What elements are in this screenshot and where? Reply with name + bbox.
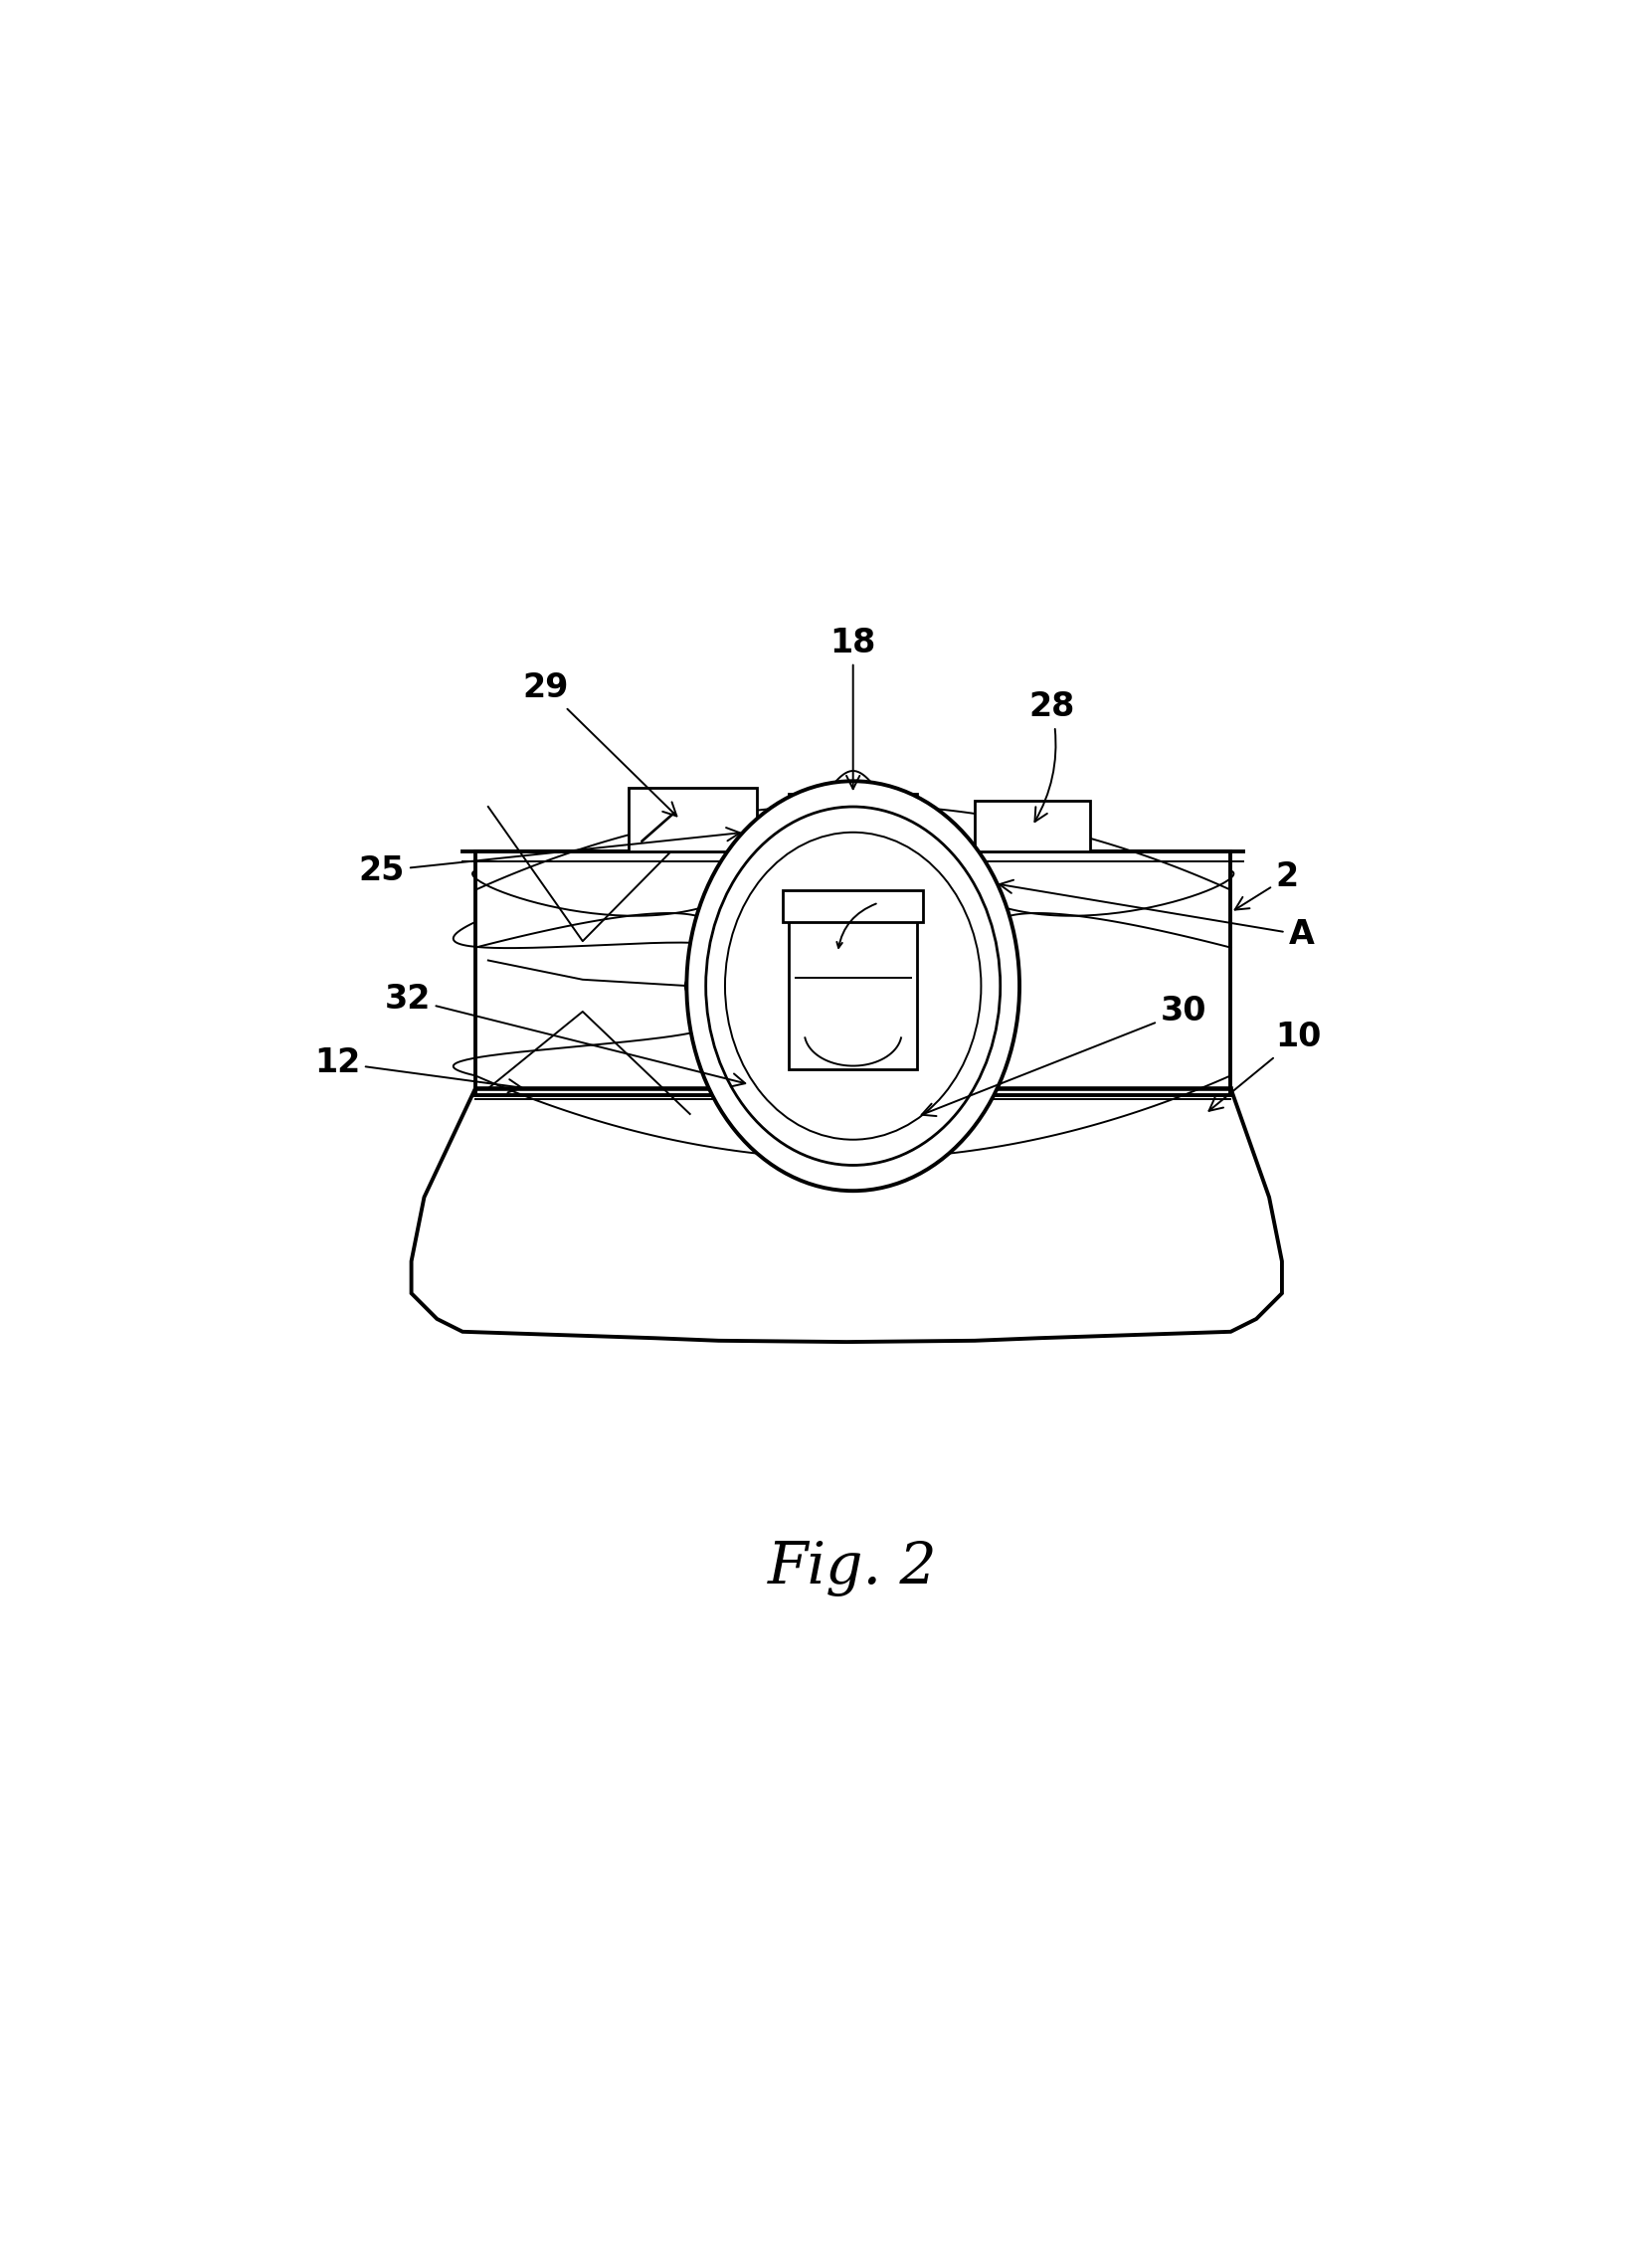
Ellipse shape xyxy=(705,806,1001,1165)
Text: 28: 28 xyxy=(1029,691,1074,821)
Text: 32: 32 xyxy=(385,983,745,1086)
Text: 12: 12 xyxy=(314,1046,522,1093)
Text: 29: 29 xyxy=(522,671,677,817)
Text: 2: 2 xyxy=(1236,862,1298,909)
Text: Fig. 2: Fig. 2 xyxy=(768,1539,938,1598)
Polygon shape xyxy=(411,1088,1282,1342)
Text: A: A xyxy=(999,880,1313,951)
Bar xyxy=(476,850,1231,1095)
Text: 10: 10 xyxy=(1209,1021,1322,1111)
Text: 18: 18 xyxy=(829,626,876,790)
Bar xyxy=(629,788,757,850)
Ellipse shape xyxy=(687,781,1019,1192)
Bar xyxy=(975,801,1090,850)
Text: 30: 30 xyxy=(922,994,1206,1115)
Text: 25: 25 xyxy=(358,828,740,886)
Ellipse shape xyxy=(725,833,981,1140)
Bar xyxy=(783,891,923,922)
Bar xyxy=(790,794,917,850)
Bar xyxy=(790,902,917,1068)
